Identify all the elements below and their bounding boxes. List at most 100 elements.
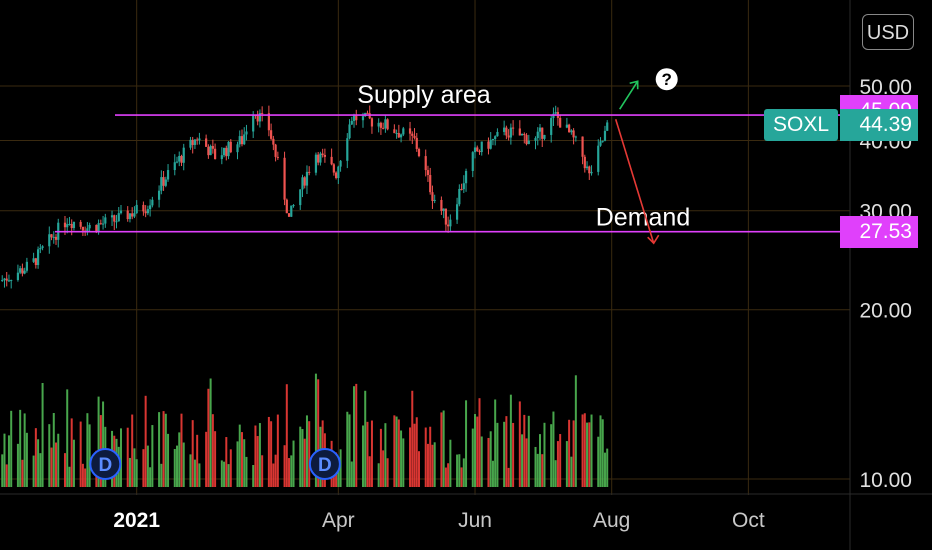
- volume-bar: [303, 438, 306, 487]
- candle-body: [413, 135, 416, 138]
- volume-bar: [272, 463, 275, 487]
- volume-bar: [290, 455, 293, 487]
- candle-body: [550, 118, 553, 135]
- candle-body: [157, 190, 161, 200]
- candle-body: [308, 171, 311, 173]
- candle-body: [361, 116, 365, 121]
- volume-bar: [583, 413, 586, 487]
- volume-bar: [574, 375, 577, 487]
- volume-bar: [72, 439, 75, 487]
- volume-bar: [346, 411, 349, 487]
- candle-body: [133, 213, 136, 217]
- candle-body: [144, 211, 147, 214]
- x-tick-label: Apr: [322, 509, 355, 532]
- candle-body: [478, 151, 481, 153]
- volume-bar: [507, 467, 510, 487]
- volume-bar: [337, 458, 340, 487]
- volume-bar: [460, 467, 463, 487]
- candle-body: [211, 145, 214, 149]
- volume-bar: [536, 453, 539, 487]
- volume-bar: [66, 389, 69, 487]
- candle-body: [503, 127, 506, 132]
- candle-body: [272, 138, 275, 145]
- candle-body: [104, 217, 107, 224]
- volume-bar: [133, 448, 136, 487]
- volume-bar: [25, 432, 28, 487]
- candle-body: [95, 224, 98, 232]
- volume-bar: [37, 439, 40, 487]
- candle-body: [303, 177, 306, 186]
- currency-button[interactable]: USD: [862, 14, 914, 50]
- volume-bar: [541, 454, 544, 487]
- volume-bar: [350, 461, 353, 487]
- volume-bar: [518, 401, 521, 487]
- volume-bar: [270, 421, 273, 487]
- candle-body: [348, 124, 351, 139]
- candle-body: [146, 209, 149, 214]
- volume-bar: [496, 422, 499, 487]
- ticker-symbol-label[interactable]: SOXL: [764, 109, 838, 142]
- volume-bar: [449, 439, 452, 487]
- candle-body: [442, 208, 445, 211]
- candle-body: [178, 155, 181, 162]
- candle-body: [570, 130, 573, 133]
- volume-bar: [494, 399, 497, 487]
- candle-body: [97, 223, 100, 232]
- candle-body: [476, 147, 479, 152]
- candle-body: [464, 170, 468, 184]
- candle-body: [397, 133, 400, 138]
- candle-body: [606, 122, 609, 131]
- candle-body: [205, 138, 208, 147]
- candle-body: [101, 223, 105, 225]
- volume-bar: [102, 401, 105, 487]
- volume-bar: [554, 460, 557, 487]
- candle-body: [512, 127, 515, 129]
- candle-body: [346, 138, 349, 161]
- bullish-projection-arrow: [619, 80, 639, 110]
- candle-body: [431, 192, 434, 201]
- volume-bar: [254, 425, 257, 487]
- candle-body: [151, 199, 154, 206]
- candle-body: [1, 279, 4, 281]
- volume-bar: [252, 464, 255, 487]
- volume-bar: [198, 463, 201, 487]
- volume-bar: [189, 454, 192, 487]
- candle-body: [538, 127, 542, 132]
- candle-body: [5, 278, 8, 281]
- candle-body: [384, 119, 387, 129]
- volume-bar: [299, 426, 302, 487]
- volume-bar: [173, 448, 176, 487]
- volume-bar: [301, 429, 304, 487]
- candle-body: [370, 118, 374, 127]
- volume-bar: [565, 441, 568, 487]
- candle-body: [552, 113, 555, 119]
- candle-body: [462, 183, 465, 190]
- candle-body: [377, 122, 380, 127]
- candle-body: [599, 141, 602, 146]
- candle-body: [494, 136, 497, 140]
- candle-body: [507, 135, 510, 138]
- candle-body: [518, 128, 521, 136]
- candle-body: [72, 221, 76, 229]
- candle-body: [460, 188, 463, 190]
- candle-body: [220, 155, 223, 160]
- volume-bar: [207, 388, 210, 487]
- candle-body: [131, 213, 134, 217]
- volume-bar: [523, 414, 526, 487]
- volume-bar: [361, 425, 364, 487]
- volume-bar: [146, 445, 149, 487]
- candle-body: [225, 147, 228, 157]
- volume-bar: [79, 421, 82, 487]
- candle-body: [41, 246, 44, 248]
- candle-body: [301, 177, 304, 190]
- candle-body: [276, 156, 279, 158]
- candle-body: [135, 204, 138, 214]
- volume-bar: [57, 433, 60, 487]
- candle-body: [267, 113, 270, 131]
- volume-bar: [480, 436, 483, 487]
- volume-bar: [167, 433, 170, 487]
- candle-body: [534, 138, 537, 141]
- candle-body: [417, 148, 421, 157]
- bearish-arrow-head: [647, 234, 660, 245]
